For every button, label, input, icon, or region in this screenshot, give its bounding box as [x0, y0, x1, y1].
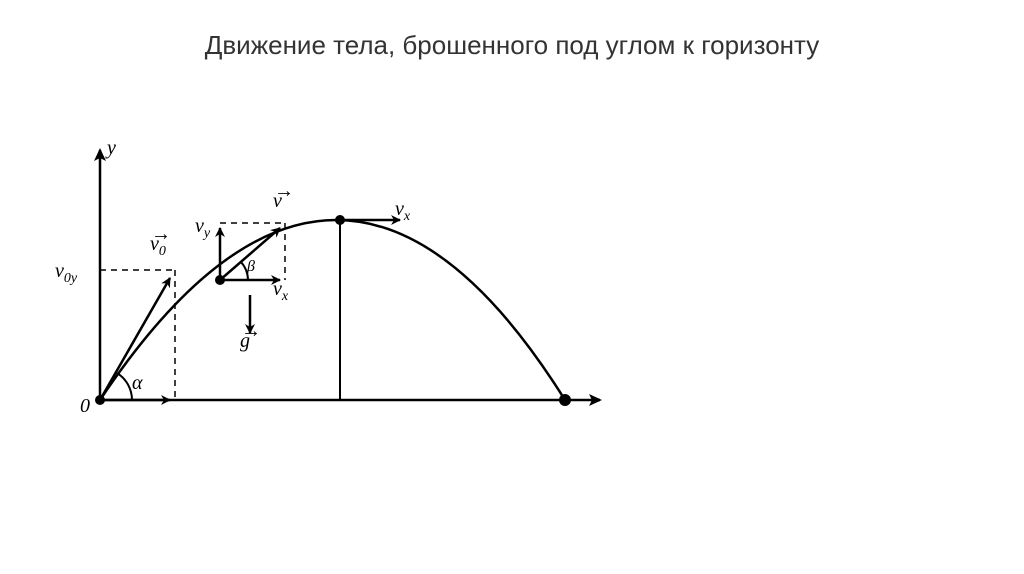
page-title: Движение тела, брошенного под углом к го… [0, 30, 1024, 61]
label-origin: 0 [80, 395, 90, 418]
projectile-diagram: y 0 v0y → v0 α vy vx → v β → g vx [40, 120, 620, 430]
trajectory [100, 220, 565, 400]
label-g: → g [240, 330, 250, 353]
point-end [559, 394, 571, 406]
label-y-axis: y [107, 137, 116, 160]
point-apex [335, 215, 345, 225]
label-beta: β [247, 258, 255, 276]
label-v0y: v0y [55, 260, 77, 287]
label-v: → v [273, 190, 282, 213]
label-vx-mid: vx [273, 278, 288, 305]
label-vy: vy [195, 215, 210, 242]
label-v0: → v0 [150, 233, 166, 260]
point-origin [95, 395, 105, 405]
label-alpha: α [132, 372, 143, 395]
angle-alpha [117, 373, 132, 400]
point-mid [215, 275, 225, 285]
label-vx-apex: vx [395, 198, 410, 225]
diagram-svg [40, 120, 620, 430]
